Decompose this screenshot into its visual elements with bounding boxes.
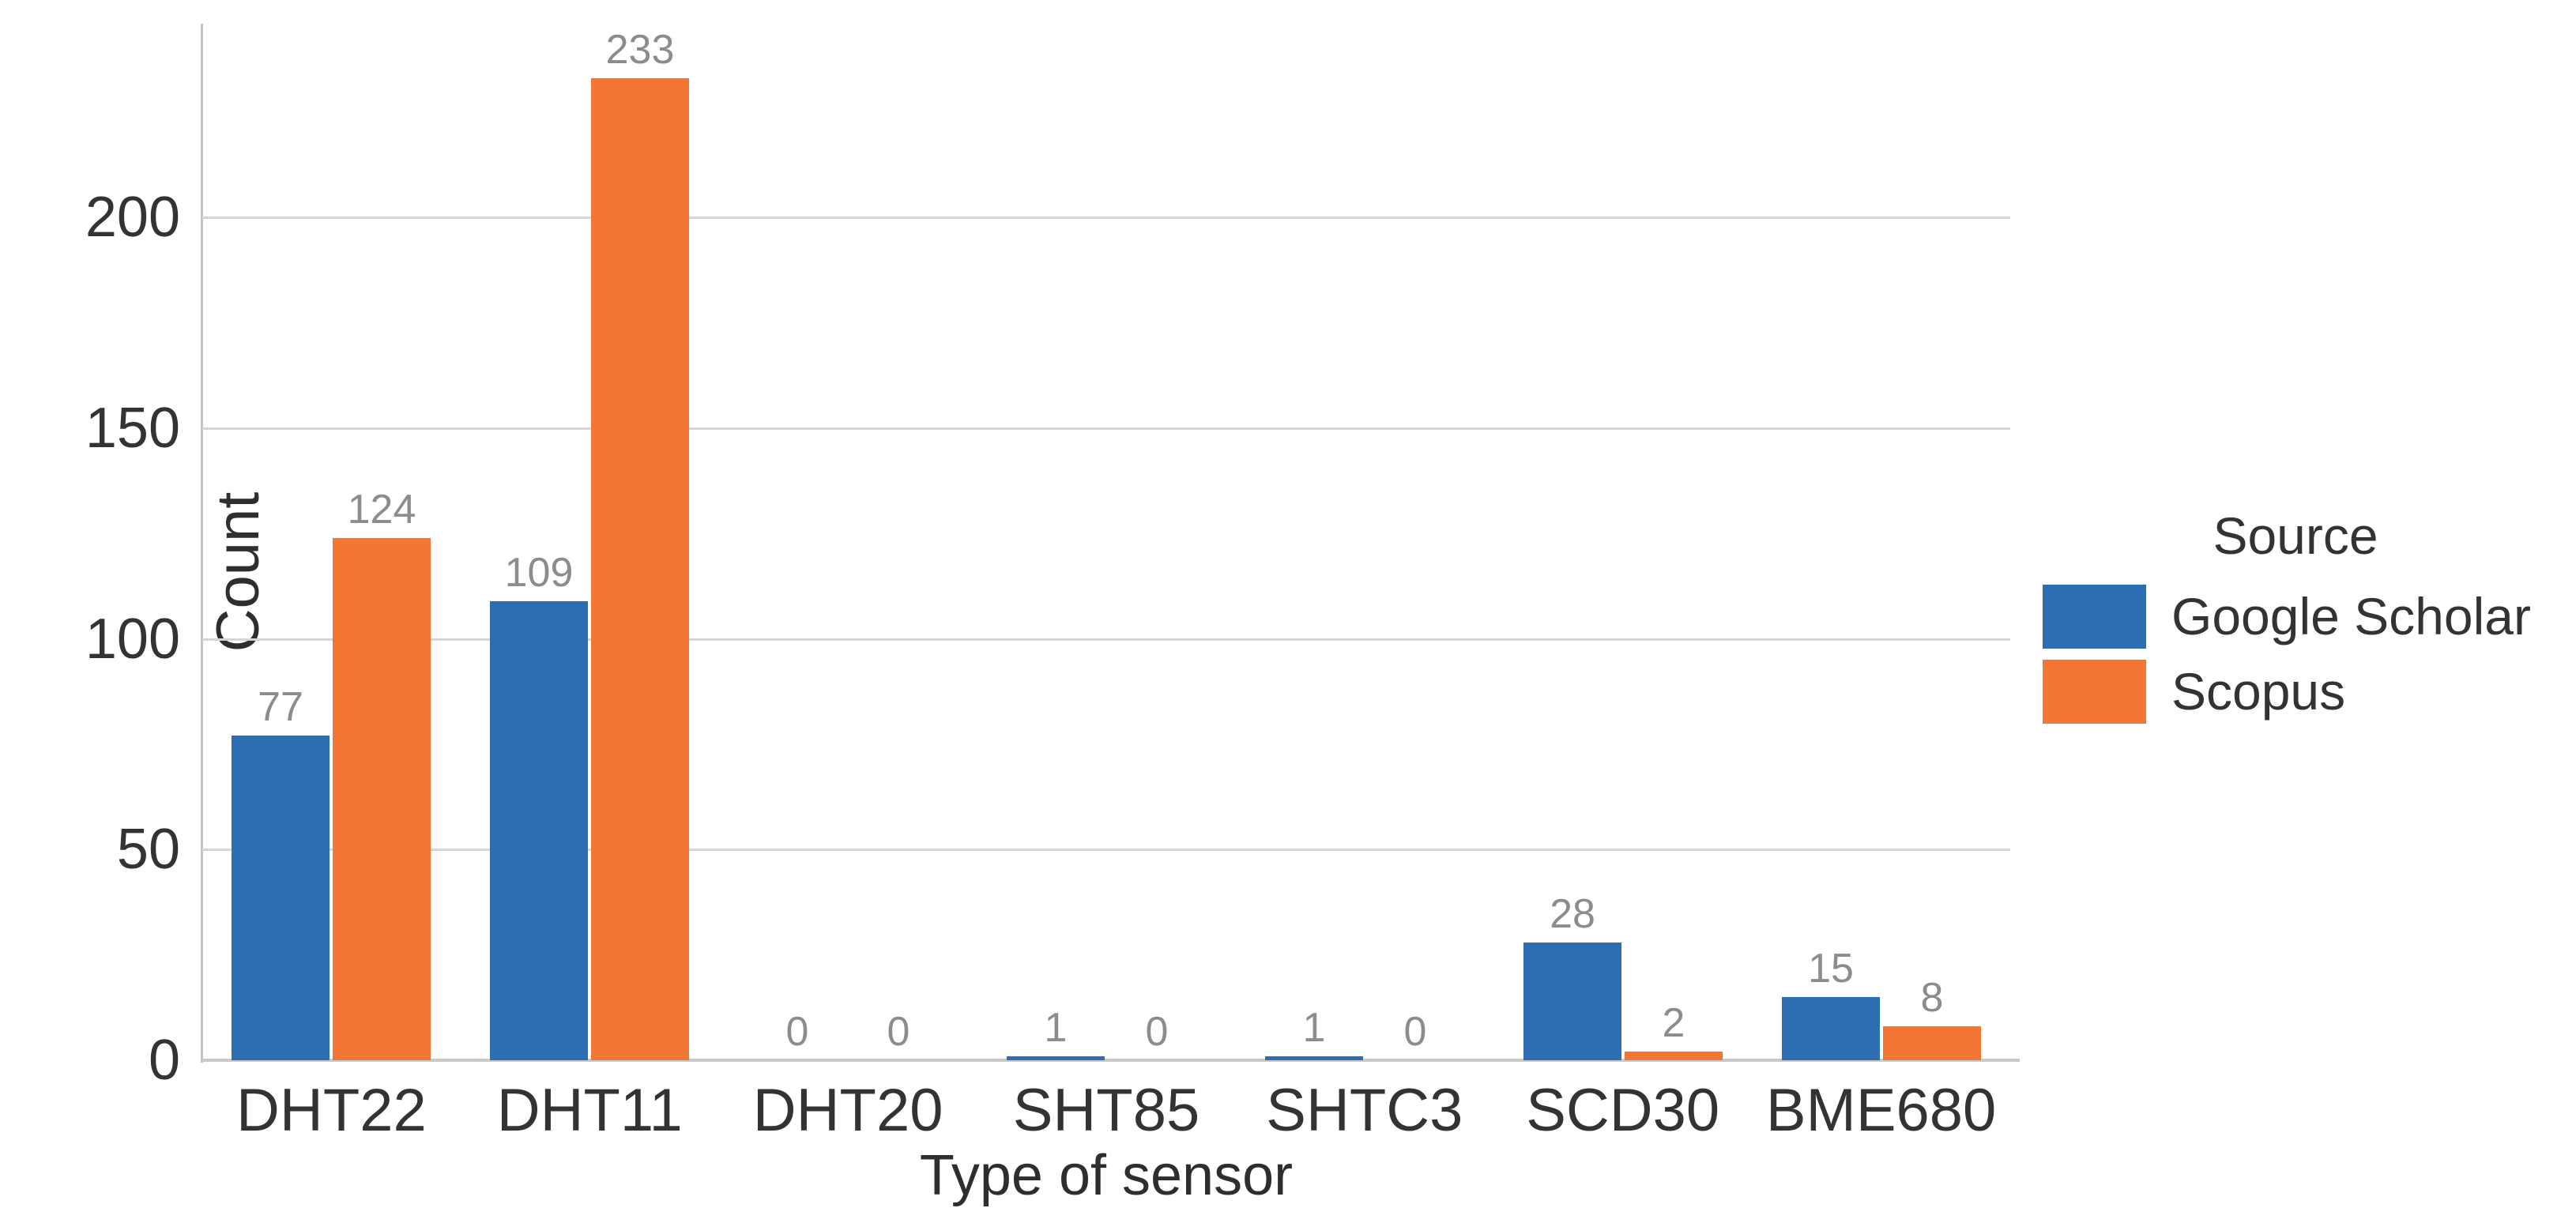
bar-scopus-bme680 bbox=[1883, 1026, 1981, 1060]
bar-scopus-dht22 bbox=[333, 538, 431, 1060]
bar-scopus-dht11 bbox=[591, 78, 689, 1060]
legend-label-google-scholar: Google Scholar bbox=[2171, 587, 2531, 645]
bar-google-scholar-dht22 bbox=[232, 736, 330, 1060]
legend-label-scopus: Scopus bbox=[2171, 662, 2346, 721]
gridline-50 bbox=[202, 849, 2010, 852]
bar-google-scholar-bme680 bbox=[1782, 997, 1880, 1060]
y-tick-label-50: 50 bbox=[116, 818, 180, 882]
x-tick-label-dht22: DHT22 bbox=[236, 1077, 427, 1144]
bar-value-google-scholar-bme680: 15 bbox=[1808, 946, 1854, 992]
bar-value-google-scholar-scd30: 28 bbox=[1550, 891, 1595, 937]
bar-google-scholar-sht85 bbox=[1007, 1056, 1105, 1060]
bar-value-scopus-scd30: 2 bbox=[1662, 1000, 1685, 1046]
bar-value-scopus-shtc3: 0 bbox=[1403, 1009, 1427, 1055]
legend-item-google-scholar: Google Scholar bbox=[2043, 585, 2548, 649]
bar-scopus-scd30 bbox=[1625, 1052, 1723, 1060]
bar-value-google-scholar-sht85: 1 bbox=[1044, 1005, 1068, 1051]
bar-value-scopus-bme680: 8 bbox=[1920, 975, 1944, 1021]
legend-title: Source bbox=[2213, 506, 2378, 565]
legend-item-scopus: Scopus bbox=[2043, 660, 2548, 724]
bar-google-scholar-dht11 bbox=[490, 601, 588, 1060]
x-tick-label-dht20: DHT20 bbox=[752, 1077, 943, 1144]
bar-value-scopus-dht11: 233 bbox=[605, 27, 675, 73]
bar-value-scopus-dht22: 124 bbox=[347, 487, 416, 532]
legend: Source Google Scholar Scopus bbox=[2043, 507, 2548, 724]
x-axis-line bbox=[202, 1059, 2020, 1062]
bar-value-scopus-sht85: 0 bbox=[1145, 1009, 1169, 1055]
legend-swatch-google-scholar bbox=[2043, 585, 2146, 649]
gridline-200 bbox=[202, 216, 2010, 220]
plot-area: Count 0 50 100 150 200 77 124 109 233 0 0 1 0 1 0 28 2 15… bbox=[85, 24, 2020, 1089]
bar-value-google-scholar-dht22: 77 bbox=[258, 684, 303, 730]
gridline-150 bbox=[202, 427, 2010, 430]
x-tick-label-dht11: DHT11 bbox=[496, 1077, 683, 1144]
bar-value-google-scholar-dht20: 0 bbox=[785, 1009, 809, 1055]
bar-google-scholar-scd30 bbox=[1523, 943, 1621, 1060]
x-tick-label-shtc3: SHTC3 bbox=[1266, 1077, 1463, 1144]
x-tick-label-bme680: BME680 bbox=[1765, 1077, 1997, 1144]
y-axis-spine bbox=[201, 24, 203, 1063]
bar-google-scholar-shtc3 bbox=[1265, 1056, 1363, 1060]
legend-swatch-scopus bbox=[2043, 660, 2146, 724]
y-tick-label-0: 0 bbox=[148, 1029, 180, 1092]
x-tick-label-sht85: SHT85 bbox=[1012, 1077, 1200, 1144]
x-axis-title: Type of sensor bbox=[919, 1144, 1294, 1207]
y-tick-label-150: 150 bbox=[85, 397, 180, 460]
bar-value-scopus-dht20: 0 bbox=[887, 1009, 910, 1055]
bar-value-google-scholar-dht11: 109 bbox=[504, 550, 574, 596]
y-tick-label-100: 100 bbox=[85, 607, 180, 671]
legend-items: Google Scholar Scopus bbox=[2043, 585, 2548, 724]
bar-value-google-scholar-shtc3: 1 bbox=[1302, 1005, 1326, 1051]
y-tick-label-200: 200 bbox=[85, 186, 180, 250]
x-tick-label-scd30: SCD30 bbox=[1526, 1077, 1720, 1144]
gridline-100 bbox=[202, 638, 2010, 641]
